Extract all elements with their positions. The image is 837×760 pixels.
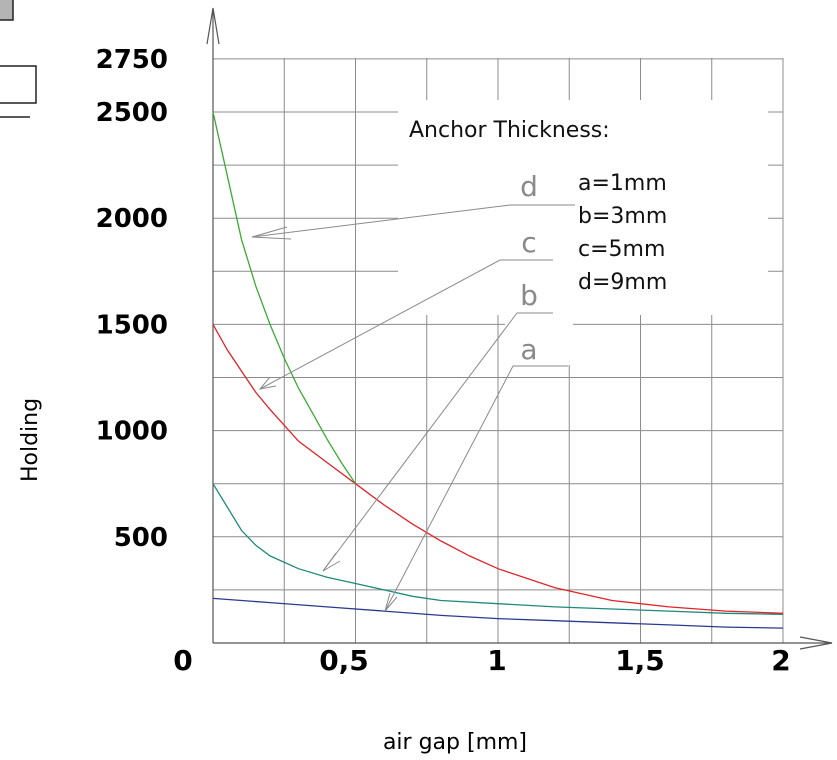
pointer-b xyxy=(322,312,553,572)
legend-box xyxy=(398,100,768,315)
y-tick-label: 1500 xyxy=(96,310,168,340)
pointer-c xyxy=(259,259,553,390)
series-letter-a: a xyxy=(520,333,537,366)
x-tick-label: 0 xyxy=(173,644,192,677)
legend-entry: b=3mm xyxy=(578,204,667,229)
x-axis-arrow xyxy=(799,636,833,650)
series-line-a xyxy=(212,597,784,629)
y-axis-label: Holding xyxy=(18,398,43,482)
series-pointers xyxy=(251,204,575,612)
series-line-c xyxy=(212,324,784,614)
pointer-a xyxy=(384,365,568,612)
y-tick-label: 2000 xyxy=(96,204,168,234)
x-tick-label: 2 xyxy=(771,644,790,677)
legend-title: Anchor Thickness: xyxy=(409,118,610,143)
x-tick-labels: 0 0,5 1 1,5 2 xyxy=(173,644,790,677)
pointer-b-arrow xyxy=(322,552,341,572)
x-tick-label: 1,5 xyxy=(615,644,665,677)
y-tick-label: 2500 xyxy=(96,98,168,128)
pointer-c-arrow xyxy=(258,376,277,390)
corner-swatch-empty xyxy=(0,65,37,104)
y-tick-label: 2750 xyxy=(96,45,168,75)
series-line-b xyxy=(212,483,784,615)
corner-swatch-filled xyxy=(0,0,14,21)
legend-entry: d=9mm xyxy=(578,270,667,295)
series-letter-c: c xyxy=(521,226,536,259)
y-axis-arrow xyxy=(206,7,220,45)
y-tick-labels: 500 1000 1500 2000 2500 2750 xyxy=(96,45,168,553)
series-lines xyxy=(212,111,784,629)
pointer-d-arrow xyxy=(251,226,292,240)
series-letter-background xyxy=(505,165,573,365)
series-letter-d: d xyxy=(520,170,538,203)
axes xyxy=(206,7,833,650)
series-letter-b: b xyxy=(520,279,538,312)
legend-entry: c=5mm xyxy=(578,237,665,262)
y-tick-label: 500 xyxy=(114,523,168,553)
pointer-d xyxy=(251,204,575,238)
x-tick-label: 1 xyxy=(487,644,506,677)
x-axis-label: air gap [mm] xyxy=(383,730,527,755)
legend-entry: a=1mm xyxy=(578,171,667,196)
y-tick-label: 1000 xyxy=(96,417,168,447)
x-tick-label: 0,5 xyxy=(319,644,369,677)
series-line-d xyxy=(212,111,357,485)
legend-entries: a=1mm b=3mm c=5mm d=9mm xyxy=(578,171,667,295)
pointer-a-arrow xyxy=(384,592,398,612)
